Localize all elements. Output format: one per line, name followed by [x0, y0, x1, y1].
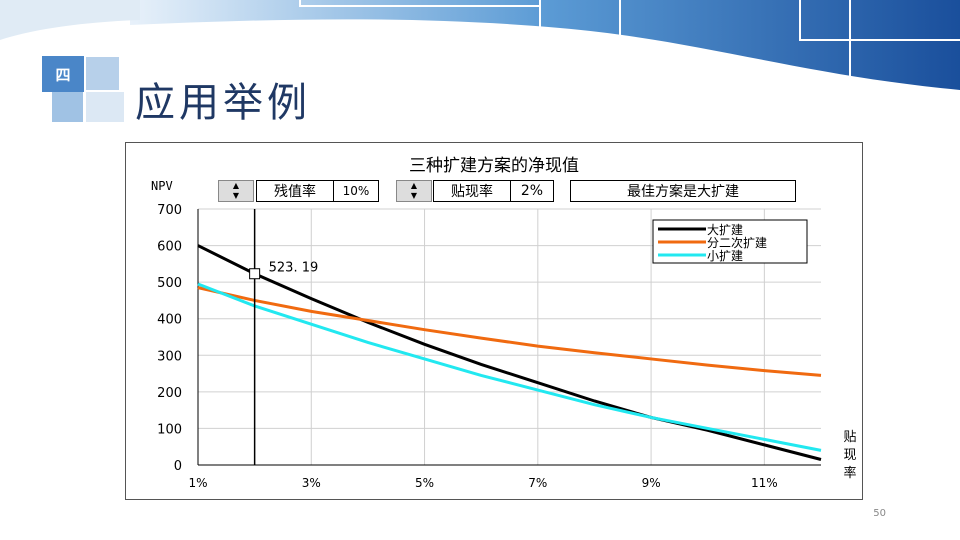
header-banner — [0, 0, 960, 90]
slide-title: 应用举例 — [135, 80, 311, 126]
decor-square — [86, 57, 119, 90]
x-tick-label: 1% — [188, 476, 207, 490]
legend-box — [652, 219, 808, 264]
x-tick-label: 5% — [415, 476, 434, 490]
y-axis-label: NPV — [151, 179, 173, 193]
residual-label: 残值率 — [256, 180, 334, 202]
y-tick-label: 200 — [157, 386, 182, 401]
marker-value-label: 523. 19 — [269, 261, 319, 276]
x-tick-label: 3% — [302, 476, 321, 490]
x-tick-label: 7% — [528, 476, 547, 490]
discount-label: 贴现率 — [433, 180, 511, 202]
x-tick-label: 9% — [642, 476, 661, 490]
marker-point — [249, 268, 261, 280]
decor-square — [86, 92, 124, 122]
chart-title: 三种扩建方案的净现值 — [409, 156, 579, 176]
y-tick-label: 600 — [157, 240, 182, 255]
series-line-3 — [197, 282, 822, 452]
legend-label: 小扩建 — [707, 249, 743, 263]
npv-chart: 三种扩建方案的净现值 NPV ▲ ▼ 残值率 10% ▲ ▼ 贴现率 2% 最佳方案… — [125, 142, 863, 500]
y-tick-label: 400 — [157, 313, 182, 328]
legend-label: 大扩建 — [707, 223, 743, 237]
x-axis-label-char: 率 — [843, 466, 857, 481]
best-plan-box: 最佳方案是大扩建 — [570, 180, 796, 202]
discount-value: 2% — [510, 180, 554, 202]
series-line-1 — [197, 244, 822, 461]
y-tick-label: 700 — [157, 203, 182, 218]
decor-square — [52, 92, 83, 122]
series-line-2 — [197, 286, 822, 377]
y-tick-label: 0 — [174, 459, 182, 474]
x-tick-label: 11% — [751, 476, 778, 490]
y-tick-label: 300 — [157, 349, 182, 364]
y-tick-label: 100 — [157, 422, 182, 437]
discount-spinner[interactable]: ▲ ▼ — [396, 180, 432, 202]
x-axis-label: 贴 现 率 — [840, 429, 860, 483]
x-axis-label-char: 贴 — [843, 430, 857, 445]
y-tick-label: 500 — [157, 276, 182, 291]
residual-value: 10% — [333, 180, 379, 202]
x-axis-label-char: 现 — [843, 448, 857, 463]
legend-label: 分二次扩建 — [707, 236, 767, 250]
section-number: 四 — [42, 56, 84, 92]
residual-spinner[interactable]: ▲ ▼ — [218, 180, 254, 202]
page-number: 50 — [873, 508, 886, 519]
